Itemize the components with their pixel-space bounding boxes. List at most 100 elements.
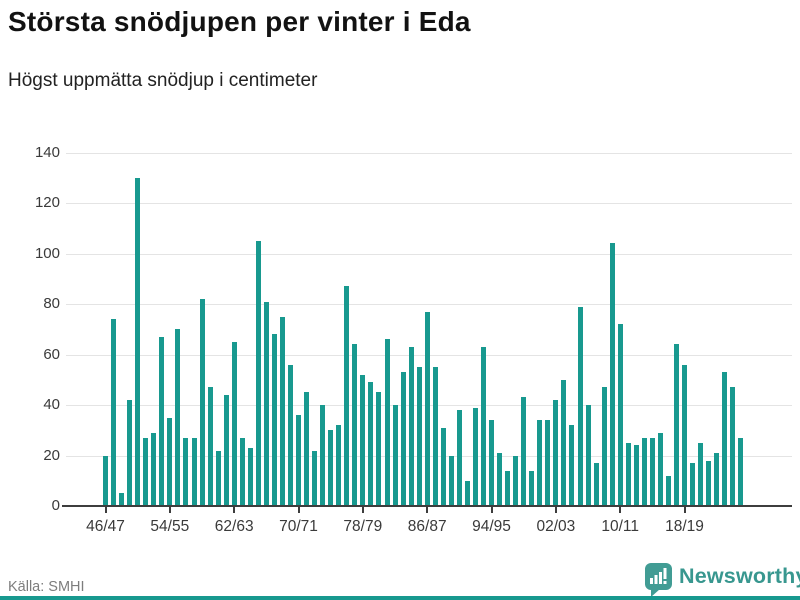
bar xyxy=(553,400,559,506)
bar xyxy=(239,437,245,506)
bar xyxy=(167,417,173,506)
bar xyxy=(392,405,398,506)
bar xyxy=(738,437,744,506)
x-tick-label: 46/47 xyxy=(86,518,125,535)
bar xyxy=(360,374,366,506)
x-tick-mark xyxy=(619,507,622,513)
y-tick-label: 40 xyxy=(43,396,60,413)
bar xyxy=(376,392,382,506)
x-tick-mark xyxy=(233,507,236,513)
x-tick-label: 94/95 xyxy=(472,518,511,535)
x-tick-mark xyxy=(490,507,493,513)
bar xyxy=(288,364,293,506)
newsworthy-logo: Newsworthy xyxy=(643,561,800,597)
bar xyxy=(103,455,108,506)
bar xyxy=(328,430,334,506)
bar xyxy=(191,437,197,506)
bottom-border xyxy=(0,596,800,600)
bar xyxy=(223,394,229,506)
bar xyxy=(384,339,390,506)
bar xyxy=(344,286,350,506)
bar xyxy=(601,387,607,506)
x-tick-label: 70/71 xyxy=(279,518,318,535)
bar xyxy=(698,442,704,506)
bar xyxy=(730,387,736,506)
bar xyxy=(706,460,712,506)
y-tick-label: 20 xyxy=(43,446,60,464)
x-tick-mark xyxy=(297,507,300,513)
x-tick-label: 10/11 xyxy=(601,518,640,535)
bar xyxy=(714,453,720,506)
bar xyxy=(682,364,687,506)
bar xyxy=(505,470,511,506)
bar xyxy=(649,437,655,506)
bar xyxy=(336,425,342,506)
logo-tail-icon xyxy=(651,589,660,597)
bar xyxy=(577,306,583,506)
bar xyxy=(489,420,494,506)
x-tick-label: 02/03 xyxy=(536,518,576,535)
bar xyxy=(408,346,414,506)
bar xyxy=(665,475,671,506)
bar xyxy=(183,437,189,506)
x-tick-label: 62/63 xyxy=(214,518,254,535)
y-tick-label: 120 xyxy=(34,194,60,211)
brand-name: Newsworthy xyxy=(679,564,800,588)
bar xyxy=(127,400,133,506)
x-tick-mark xyxy=(361,507,364,513)
bar xyxy=(304,392,309,506)
bar xyxy=(312,450,318,506)
source-text: Källa: SMHI xyxy=(8,579,85,595)
bar xyxy=(448,455,454,506)
bar xyxy=(159,336,165,506)
bar xyxy=(263,301,269,506)
bar xyxy=(296,415,301,506)
bar xyxy=(569,425,575,506)
x-tick-label: 54/55 xyxy=(150,518,190,535)
y-tick-label: 140 xyxy=(34,143,60,161)
bar xyxy=(352,344,358,506)
bar xyxy=(320,405,326,506)
bar xyxy=(279,316,285,506)
bar xyxy=(617,324,623,506)
x-tick-mark xyxy=(426,507,429,513)
bar xyxy=(207,387,213,506)
bar xyxy=(625,442,631,506)
bar xyxy=(657,432,663,506)
bar-chart-icon xyxy=(650,568,667,584)
bar xyxy=(641,437,647,506)
bar xyxy=(674,344,679,506)
bar xyxy=(255,240,261,506)
x-tick-mark xyxy=(554,507,557,513)
bar xyxy=(416,367,422,506)
chart-title: Största snödjupen per vinter i Eda xyxy=(8,6,471,37)
y-tick-label: 80 xyxy=(43,295,60,312)
x-axis-line xyxy=(62,505,792,507)
bar xyxy=(545,420,551,506)
bar xyxy=(537,420,543,506)
bar xyxy=(521,397,527,506)
bar xyxy=(199,299,205,506)
bar xyxy=(424,311,430,506)
bars-group xyxy=(103,152,753,506)
gridline xyxy=(66,203,792,204)
bar xyxy=(464,480,470,506)
bar xyxy=(633,445,639,506)
bar xyxy=(175,329,181,506)
bar xyxy=(593,463,599,506)
x-tick-mark xyxy=(683,507,686,513)
bar xyxy=(585,405,591,506)
bar xyxy=(513,455,519,506)
bar xyxy=(722,372,728,506)
bar xyxy=(529,470,535,506)
bar xyxy=(151,432,157,506)
bar xyxy=(440,427,446,506)
bar xyxy=(400,372,406,506)
bar xyxy=(247,447,253,506)
x-tick-label: 86/87 xyxy=(407,518,447,535)
y-tick-label: 100 xyxy=(34,244,60,262)
bar xyxy=(135,177,141,506)
bar xyxy=(119,493,125,506)
y-tick-label: 60 xyxy=(43,345,60,363)
bar xyxy=(472,407,478,506)
